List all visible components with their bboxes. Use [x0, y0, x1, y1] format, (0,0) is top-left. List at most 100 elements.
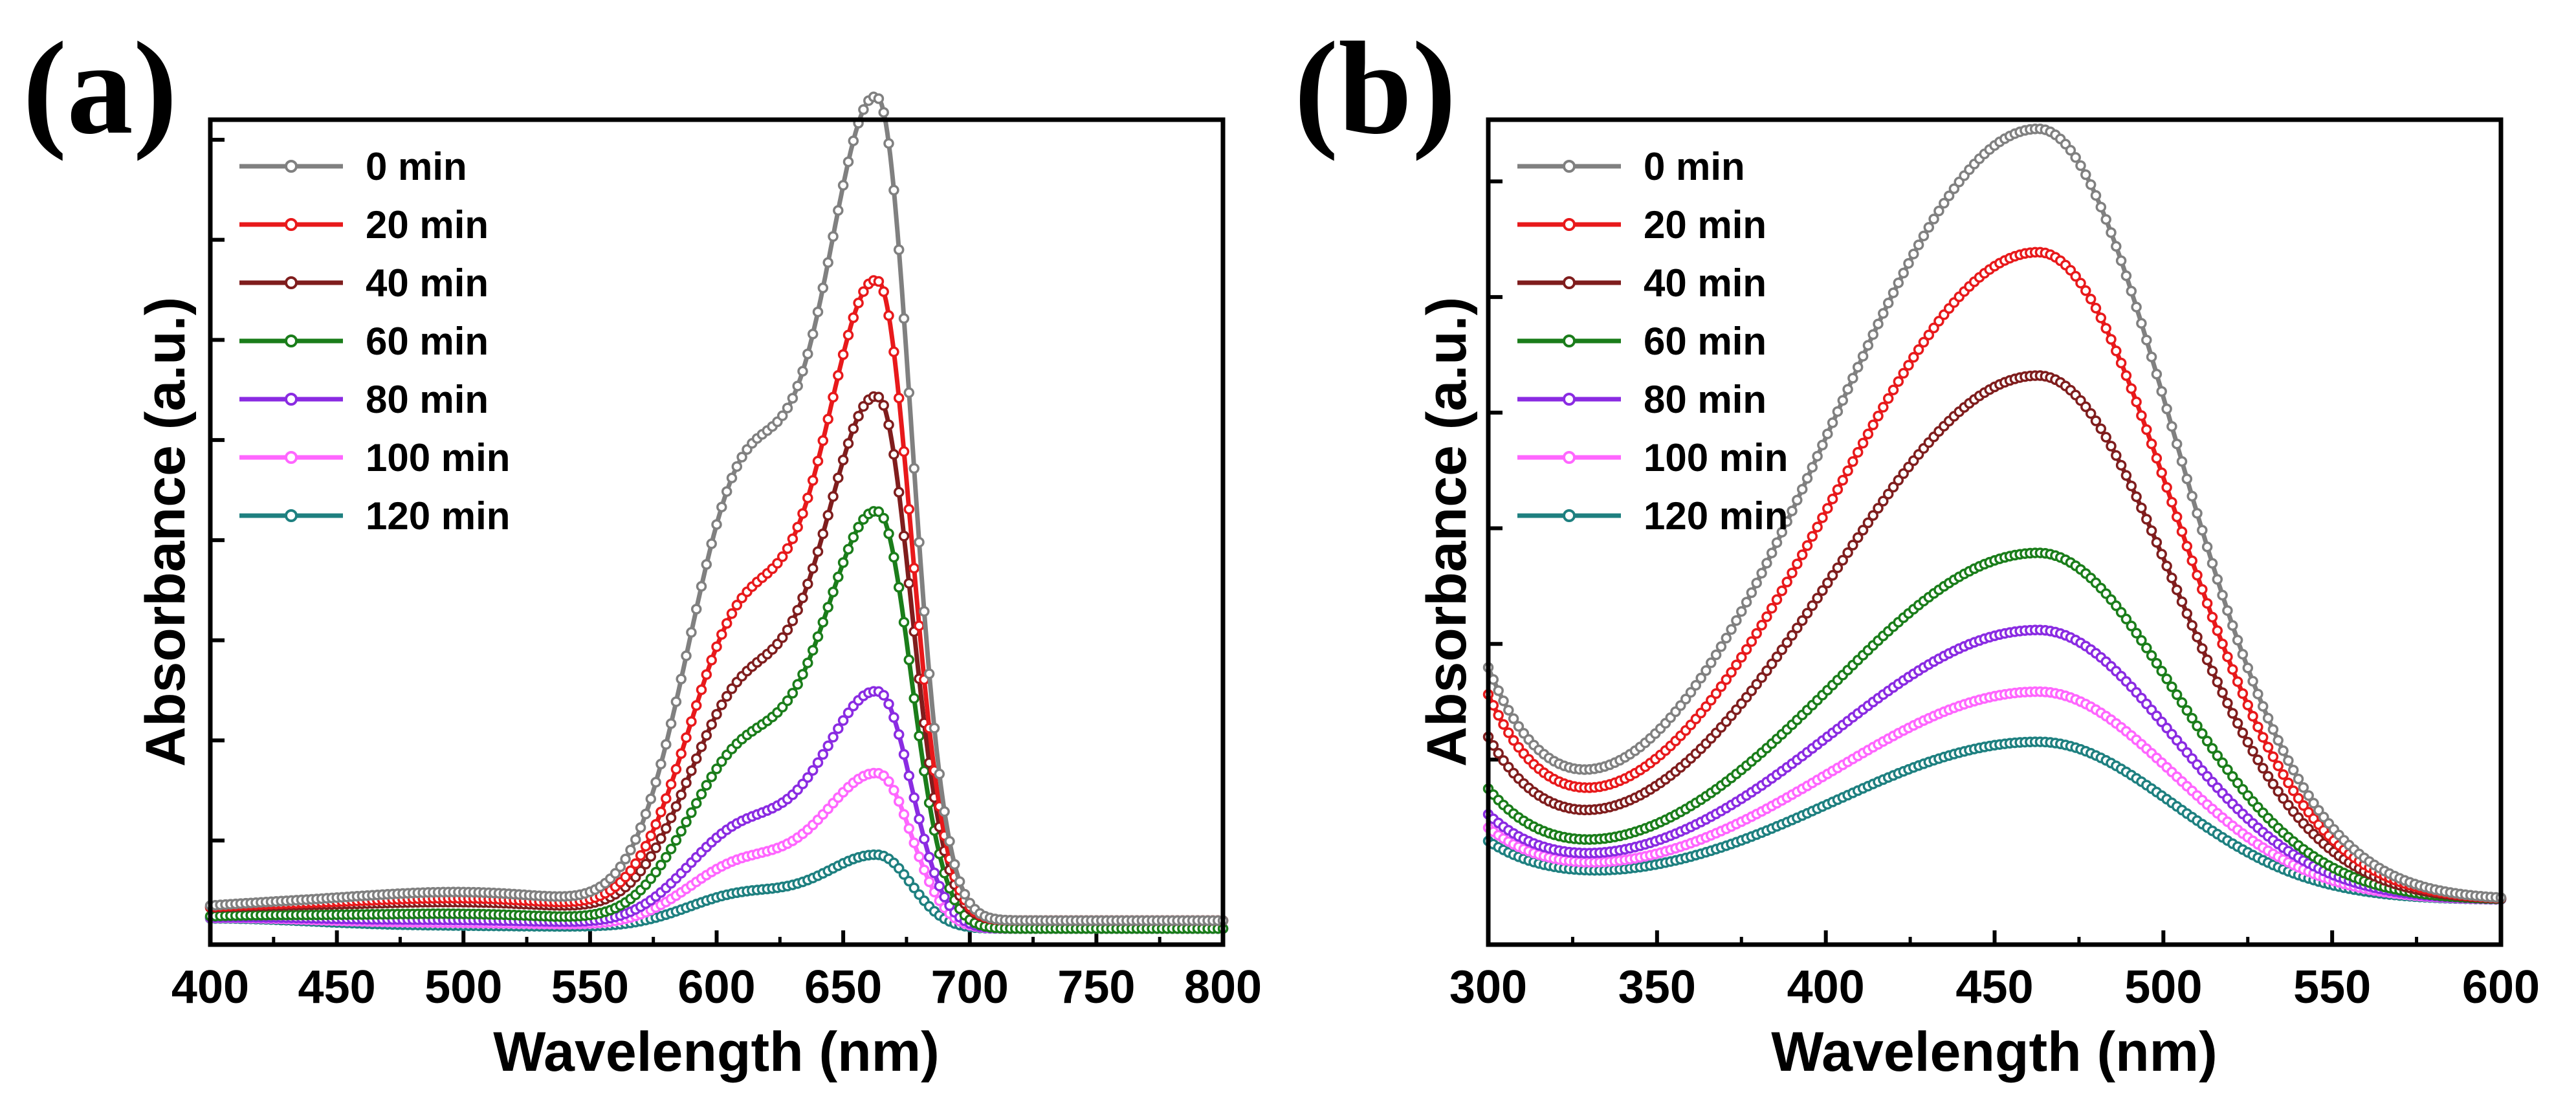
panel-b-marker: [1867, 510, 1878, 521]
panel-b-marker: [2247, 675, 2258, 687]
panel-b-marker: [2207, 743, 2218, 754]
panel-a-marker: [655, 833, 666, 844]
panel-a-marker: [807, 765, 819, 776]
panel-a-marker: [817, 282, 829, 294]
panel-b-marker: [1771, 652, 1783, 663]
panel-b-marker: [2136, 635, 2147, 646]
panel-a-marker: [903, 503, 915, 515]
panel-a-legend: 0 min 20 min 40 min 60 min 80 min 100 min 120 …: [239, 145, 510, 538]
panel-a-marker: [681, 732, 692, 743]
panel-a-marker: [903, 823, 915, 834]
panel-a-marker: [711, 641, 722, 652]
panel-a-marker: [822, 740, 833, 752]
panel-b-marker: [2146, 525, 2157, 536]
panel-a-marker: [681, 650, 692, 661]
panel-b-marker: [2156, 666, 2167, 677]
panel-b-marker: [1680, 694, 1691, 705]
panel-b-marker: [2120, 270, 2132, 281]
panel-b-marker: [1685, 686, 1697, 698]
panel-a-marker: [661, 793, 672, 804]
legend-swatch-marker: [285, 393, 298, 406]
panel-a-marker: [635, 822, 646, 833]
panel-a-marker: [858, 400, 869, 412]
panel-a-marker: [919, 864, 930, 875]
panel-a-marker: [812, 306, 824, 318]
panel-b-marker: [2207, 611, 2218, 623]
panel-a-marker: [893, 392, 905, 404]
panel-a-marker: [701, 669, 712, 680]
panel-b-marker: [2257, 732, 2269, 743]
panel-b-marker: [1928, 214, 1939, 225]
panel-b-marker: [2126, 383, 2137, 394]
panel-b-marker: [2201, 598, 2213, 609]
panel-b-marker: [2171, 511, 2183, 523]
panel-b-marker: [2201, 654, 2213, 666]
panel-a-marker: [919, 765, 930, 777]
panel-b-marker: [2136, 318, 2147, 329]
panel-a-marker: [670, 835, 682, 846]
panel-b-marker: [2308, 798, 2319, 809]
panel-a-marker: [696, 741, 707, 752]
panel-a-marker: [939, 806, 950, 817]
panel-b-x-tick-label: 350: [1618, 961, 1696, 1013]
panel-b-marker: [2176, 526, 2188, 537]
panel-b-marker: [1812, 450, 1823, 462]
panel-b-marker: [1873, 318, 1884, 329]
panel-a-marker: [853, 410, 864, 422]
panel-a-marker: [716, 699, 727, 710]
panel-b-marker: [2232, 676, 2243, 687]
panel-a-marker: [858, 286, 869, 297]
panel-a-marker: [650, 776, 661, 788]
panel-a-legend-item-0: 0 min: [239, 145, 467, 188]
panel-b-marker: [2287, 764, 2299, 776]
panel-b-marker: [1893, 475, 1904, 486]
panel-b-x-axis-title: Wavelength (nm): [1771, 1021, 2218, 1083]
panel-b-marker: [1857, 525, 1869, 536]
panel-a-marker: [701, 730, 712, 741]
panel-b-legend-item-3: 60 min: [1517, 320, 1767, 363]
panel-a-marker: [776, 410, 788, 421]
panel-a-legend-item-2: 40 min: [239, 261, 489, 305]
panel-b-marker: [2207, 665, 2218, 677]
panel-a-legend-item-3: 60 min: [239, 320, 489, 363]
panel-a-marker: [903, 770, 915, 782]
panel-a-marker: [661, 851, 672, 863]
panel-a-marker: [782, 695, 793, 707]
panel-a-marker: [635, 866, 646, 877]
panel-b-marker: [1837, 395, 1849, 406]
panel-b-marker: [2267, 778, 2279, 790]
panel-a-marker: [807, 475, 819, 486]
panel-a-marker: [686, 716, 697, 727]
panel-b-marker: [2141, 334, 2152, 345]
panel-a-marker: [919, 833, 930, 845]
panel-b-marker: [2115, 255, 2127, 267]
panel-b-marker: [1771, 594, 1783, 606]
panel-a-marker: [690, 753, 702, 764]
panel-a-marker: [665, 812, 677, 824]
panel-b-marker: [1898, 267, 1909, 279]
panel-b-marker: [2085, 408, 2097, 419]
panel-b-marker: [2252, 721, 2263, 732]
panel-a-marker: [888, 184, 899, 196]
panel-a-marker: [690, 798, 702, 809]
panel-a-marker: [853, 298, 864, 309]
panel-b-marker: [2090, 190, 2102, 201]
panel-b-marker: [2111, 345, 2122, 356]
panel-b-marker: [1939, 197, 1950, 209]
panel-a-marker: [736, 452, 747, 463]
panel-b-legend: 0 min 20 min 40 min 60 min 80 min 100 min 120 …: [1517, 145, 1788, 538]
panel-b-marker: [1731, 659, 1742, 670]
panel-a-legend-label: 100 min: [366, 436, 510, 479]
panel-a-x-tick-label: 800: [1184, 961, 1262, 1013]
panel-b-marker: [1710, 688, 1722, 699]
panel-b-marker: [1503, 705, 1514, 716]
panel-a-marker: [615, 861, 626, 873]
panel-a-marker: [721, 618, 732, 629]
panel-b-marker: [1792, 558, 1803, 569]
panel-a-marker: [802, 492, 813, 503]
panel-a-marker: [676, 789, 687, 800]
panel-b-marker: [1771, 537, 1783, 548]
panel-b-marker: [1807, 531, 1818, 542]
panel-a-marker: [721, 486, 732, 497]
legend-swatch-marker: [1563, 451, 1576, 464]
